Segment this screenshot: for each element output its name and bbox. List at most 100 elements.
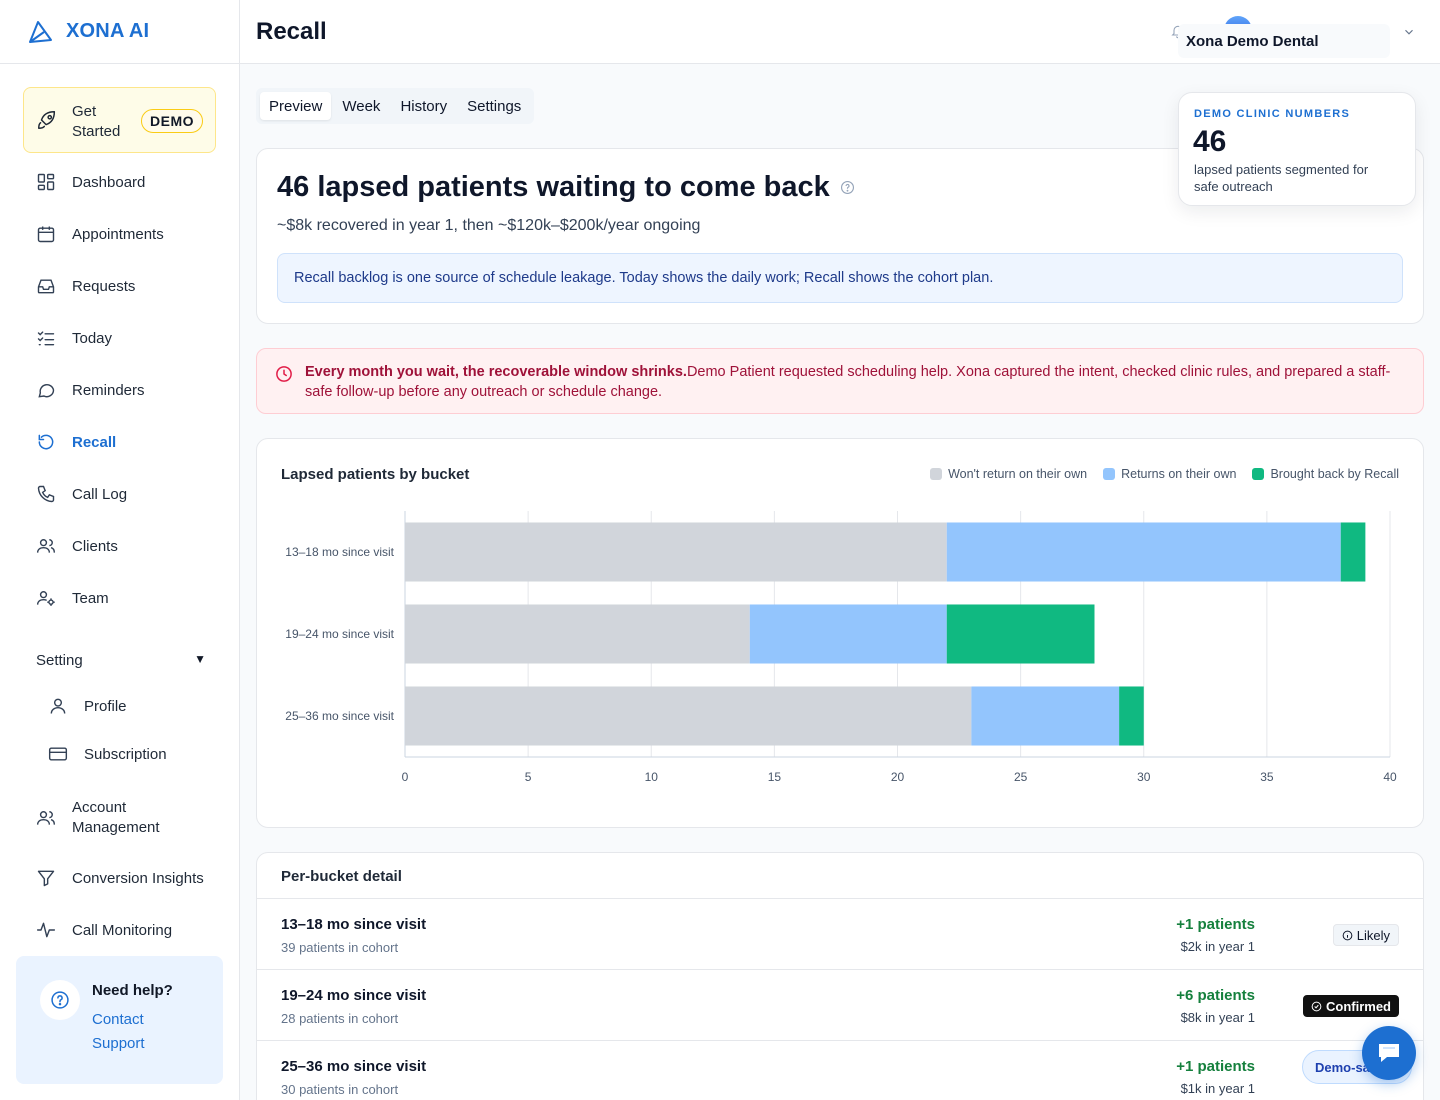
help-title: Need help?: [92, 982, 173, 999]
y-tick-label: 19–24 mo since visit: [285, 627, 394, 641]
clinic-selector[interactable]: Xona Demo Dental: [1178, 24, 1390, 58]
caret-down-icon: ▼: [194, 652, 206, 666]
legend-item: Brought back by Recall: [1252, 467, 1399, 481]
bar-segment: [405, 686, 972, 746]
badge-label: Confirmed: [1326, 998, 1391, 1014]
inbox-icon: [37, 279, 55, 294]
alert-text: Every month you wait, the recoverable wi…: [305, 362, 1395, 402]
chat-icon: [1379, 1044, 1399, 1062]
page-title: Recall: [256, 18, 327, 45]
legend-label: Won't return on their own: [948, 467, 1088, 481]
sidebar-item-label: Clients: [72, 537, 118, 555]
tab-history[interactable]: History: [400, 97, 448, 115]
sidebar-item-conversion-insights[interactable]: Conversion Insights: [24, 858, 224, 898]
bar-segment: [1340, 522, 1366, 582]
status-badge: Confirmed: [1303, 995, 1399, 1017]
team-icon: [36, 591, 55, 606]
bar-segment: [1119, 686, 1144, 746]
contact-support-link[interactable]: Contact Support: [92, 1011, 145, 1052]
legend-label: Returns on their own: [1121, 467, 1237, 481]
users-icon: [36, 811, 56, 825]
table-row[interactable]: 13–18 mo since visit 39 patients in coho…: [257, 898, 1423, 969]
row-name: 19–24 mo since visit: [281, 987, 427, 1004]
x-tick-label: 30: [1137, 770, 1151, 784]
hero-note: Recall backlog is one source of schedule…: [277, 253, 1403, 303]
rocket-icon: [38, 111, 56, 129]
alert-bold: Every month you wait, the recoverable wi…: [305, 364, 687, 380]
table-row[interactable]: 19–24 mo since visit 28 patients in coho…: [257, 969, 1423, 1040]
sidebar-item-subscription[interactable]: Subscription: [48, 736, 167, 772]
chart-title: Lapsed patients by bucket: [281, 466, 470, 483]
sidebar-item-profile[interactable]: Profile: [48, 688, 127, 724]
sidebar-item-label: Appointments: [72, 225, 164, 243]
sidebar-item-appointments[interactable]: Appointments: [24, 214, 224, 254]
setting-section-toggle[interactable]: Setting ▼: [36, 652, 206, 669]
table-row[interactable]: 25–36 mo since visit 30 patients in coho…: [257, 1040, 1423, 1100]
sidebar-item-label: Team: [72, 589, 109, 607]
sidebar-item-label: Requests: [72, 277, 136, 295]
status-badge: Likely: [1332, 924, 1399, 946]
tab-week[interactable]: Week: [342, 97, 381, 115]
sidebar-item-call-monitoring[interactable]: Call Monitoring: [24, 910, 224, 950]
row-year-value: $2k in year 1: [1180, 939, 1255, 954]
get-started-button[interactable]: Get Started DEMO: [23, 87, 216, 153]
user-icon: [50, 698, 66, 714]
triangle-logo-icon: [29, 20, 52, 43]
x-tick-label: 5: [525, 770, 532, 784]
chevron-down-icon[interactable]: [1402, 25, 1416, 39]
clinic-name: Xona Demo Dental: [1186, 32, 1319, 50]
sidebar-item-label: Today: [72, 329, 113, 347]
row-cohort: 30 patients in cohort: [281, 1082, 399, 1097]
sidebar-item-call-log[interactable]: Call Log: [24, 474, 224, 514]
row-gain: +1 patients: [1176, 1058, 1255, 1075]
calendar-icon: [37, 226, 55, 243]
row-cohort: 39 patients in cohort: [281, 940, 399, 955]
sidebar-item-clients[interactable]: Clients: [24, 526, 224, 566]
x-tick-label: 20: [891, 770, 905, 784]
tab-bar: Preview Week History Settings: [256, 88, 535, 124]
demo-clinic-numbers-card: DEMO CLINIC NUMBERS 46 lapsed patients s…: [1178, 92, 1416, 206]
clock-icon: [276, 366, 292, 382]
brand[interactable]: XONA AI: [0, 0, 239, 64]
refresh-icon: [38, 434, 54, 450]
row-year-value: $1k in year 1: [1180, 1081, 1255, 1096]
sidebar-item-label: Call Log: [72, 485, 128, 503]
sidebar-item-recall[interactable]: Recall: [24, 422, 224, 462]
pulse-icon: [36, 922, 56, 938]
legend-item: Returns on their own: [1103, 467, 1236, 481]
tab-preview[interactable]: Preview: [260, 92, 332, 120]
sidebar-item-label: Conversion Insights: [72, 869, 204, 887]
filter-icon: [37, 870, 55, 887]
hero-subtitle: ~$8k recovered in year 1, then ~$120k–$2…: [277, 217, 701, 234]
topbar: Recall Xona Demo Dental: [240, 0, 1440, 64]
detail-title: Per-bucket detail: [281, 868, 402, 885]
row-name: 13–18 mo since visit: [281, 916, 427, 933]
sidebar-item-dashboard[interactable]: Dashboard: [24, 162, 224, 202]
chart-legend: Won't return on their own Returns on the…: [930, 467, 1399, 481]
sidebar-item-account-management[interactable]: Account Management: [24, 796, 224, 840]
row-name: 25–36 mo since visit: [281, 1058, 427, 1075]
row-gain: +1 patients: [1176, 916, 1255, 933]
checklist-icon: [37, 331, 55, 346]
demo-pill-label: Demo-sa: [1315, 1059, 1370, 1075]
sidebar-item-team[interactable]: Team: [24, 578, 224, 618]
bar-segment: [946, 522, 1341, 582]
hero-title: 46 lapsed patients waiting to come back: [277, 171, 830, 203]
demo-numbers-value: 46: [1193, 125, 1227, 158]
sidebar-item-label: Subscription: [84, 745, 167, 763]
row-gain: +6 patients: [1176, 987, 1255, 1004]
demo-numbers-label: DEMO CLINIC NUMBERS: [1194, 108, 1351, 120]
sidebar-item-reminders[interactable]: Reminders: [24, 370, 224, 410]
x-tick-label: 35: [1260, 770, 1274, 784]
demo-numbers-description: lapsed patients segmented for safe outre…: [1194, 162, 1369, 194]
chart-card: Lapsed patients by bucket Won't return o…: [256, 438, 1424, 828]
sidebar-item-requests[interactable]: Requests: [24, 266, 224, 306]
bar-segment: [971, 686, 1120, 746]
alert-body: Demo Patient requested scheduling help. …: [305, 364, 1391, 400]
sidebar-item-today[interactable]: Today: [24, 318, 224, 358]
message-icon: [38, 384, 55, 398]
info-icon[interactable]: [840, 180, 855, 195]
chat-button[interactable]: [1362, 1026, 1416, 1080]
dashboard-icon: [37, 173, 55, 191]
tab-settings[interactable]: Settings: [467, 97, 522, 115]
